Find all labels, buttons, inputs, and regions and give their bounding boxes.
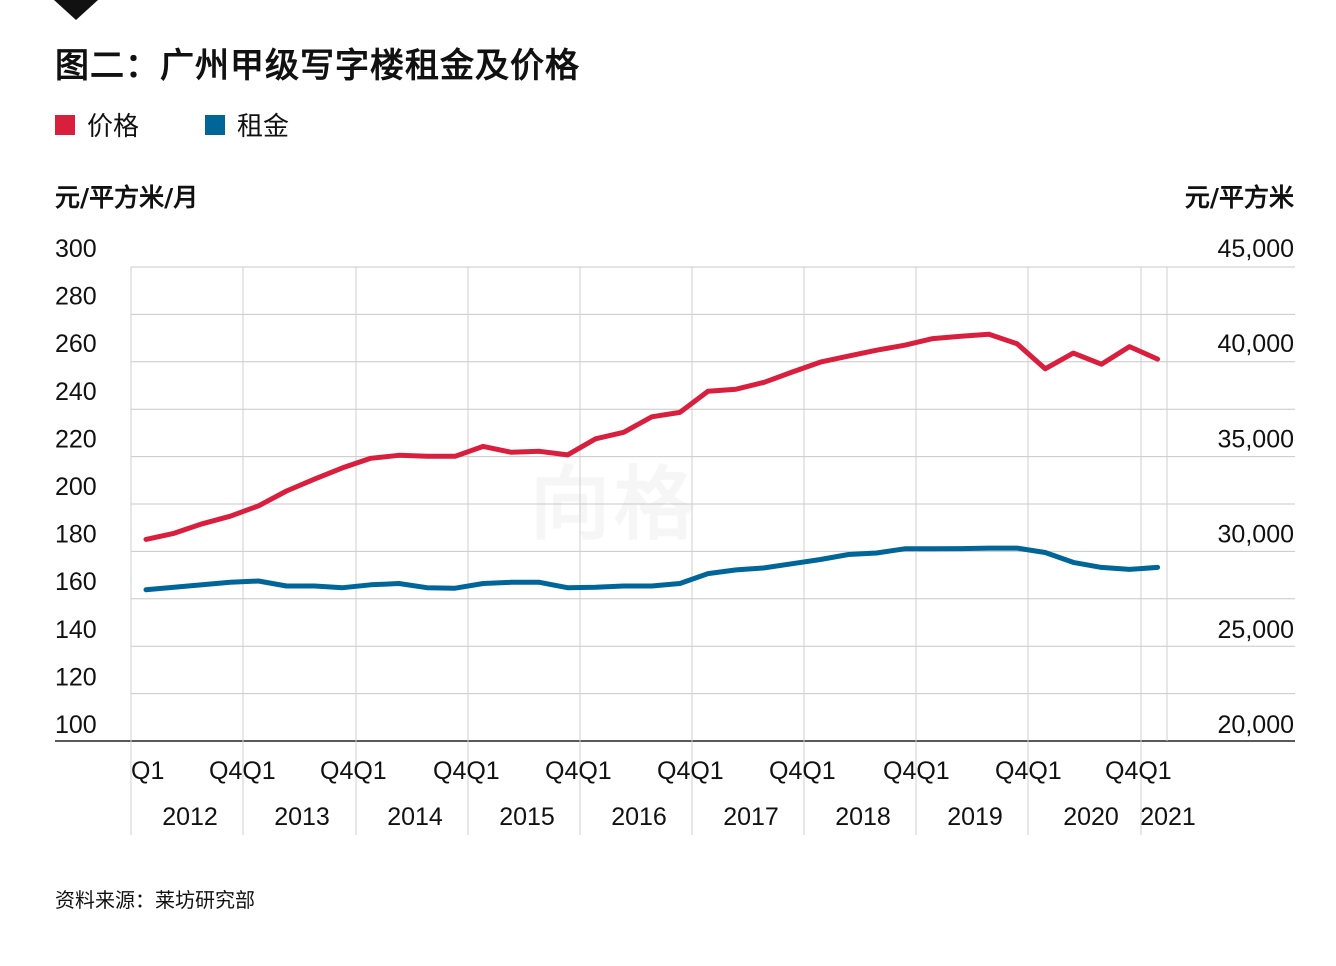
year-label: 2012 (162, 803, 218, 831)
quarter-tick-label: Q4Q1 (433, 757, 500, 785)
legend-swatch-rent (205, 114, 226, 135)
right-tick-label: 45,000 (1218, 235, 1294, 263)
legend-swatch-price (55, 114, 75, 135)
right-tick-label: 40,000 (1218, 330, 1294, 358)
year-label: 2015 (499, 803, 555, 831)
right-tick-label: 20,000 (1218, 711, 1294, 739)
source-note: 资料来源：莱坊研究部 (55, 888, 255, 912)
quarter-tick-label: Q4Q1 (545, 757, 612, 785)
left-tick-label: 100 (55, 711, 97, 739)
left-axis-unit: 元/平方米/月 (55, 183, 199, 212)
left-tick-label: 240 (55, 378, 97, 406)
quarter-tick-label: Q4Q1 (883, 757, 950, 785)
left-tick-label: 140 (55, 616, 97, 644)
left-tick-label: 300 (55, 235, 97, 263)
quarter-tick-label: Q4Q1 (320, 757, 387, 785)
corner-marker (54, 0, 98, 20)
series-line-price (143, 331, 1161, 542)
right-axis-unit: 元/平方米 (1184, 183, 1294, 212)
year-label: 2017 (723, 803, 779, 831)
left-tick-label: 280 (55, 283, 97, 311)
left-tick-label: 260 (55, 330, 97, 358)
quarter-tick-label: Q4Q1 (769, 757, 836, 785)
year-label: 2014 (387, 803, 443, 831)
year-label: 2018 (835, 803, 891, 831)
left-tick-label: 180 (55, 521, 97, 549)
quarter-tick-label: Q4Q1 (1105, 757, 1172, 785)
quarter-tick-label: Q4Q1 (995, 757, 1062, 785)
quarter-tick-label: Q4Q1 (657, 757, 724, 785)
legend: 价格 租金 (55, 106, 355, 143)
left-tick-label: 200 (55, 473, 97, 501)
legend-label-price: 价格 (87, 112, 140, 142)
year-label: 2019 (947, 803, 1003, 831)
left-tick-label: 120 (55, 663, 97, 691)
legend-item-price: 价格 (55, 106, 139, 143)
year-label: 2021 (1140, 803, 1196, 831)
left-tick-label: 160 (55, 568, 97, 596)
year-label: 2016 (611, 803, 667, 831)
right-tick-label: 30,000 (1218, 521, 1294, 549)
year-label: 2020 (1063, 803, 1119, 831)
year-label: 2013 (274, 803, 330, 831)
right-tick-label: 35,000 (1218, 425, 1294, 453)
quarter-tick-label: Q1 (131, 757, 164, 785)
chart-title: 图二：广州甲级写字楼租金及价格 (55, 46, 580, 86)
series-line-rent (143, 545, 1161, 593)
legend-label-rent: 租金 (237, 112, 290, 142)
legend-item-rent: 租金 (205, 106, 289, 143)
quarter-tick-label: Q4Q1 (209, 757, 276, 785)
left-tick-label: 220 (55, 425, 97, 453)
right-tick-label: 25,000 (1218, 616, 1294, 644)
